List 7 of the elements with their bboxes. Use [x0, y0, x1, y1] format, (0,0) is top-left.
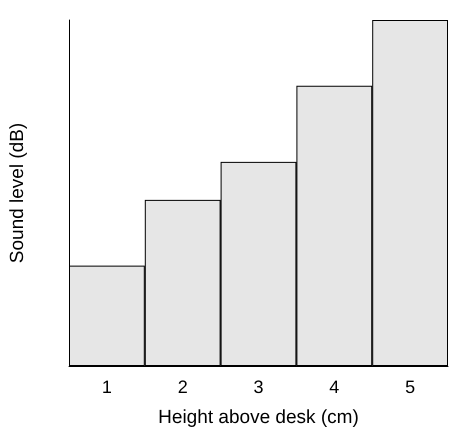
x-tick-label: 1 [102, 377, 112, 397]
x-tick-label: 2 [178, 377, 188, 397]
x-tick-label: 5 [405, 377, 416, 397]
y-axis-title: Sound level (dB) [7, 122, 28, 264]
x-tick-label: 3 [253, 377, 264, 397]
x-tick-label: 4 [329, 377, 340, 397]
x-axis-title: Height above desk (cm) [158, 407, 359, 428]
